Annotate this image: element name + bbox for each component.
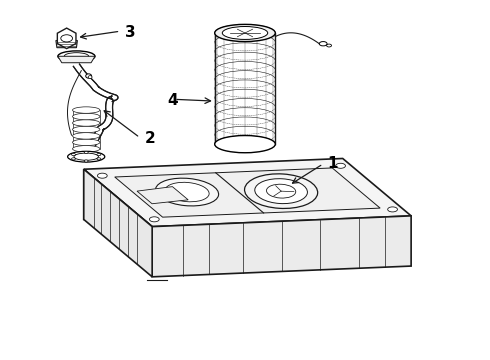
Ellipse shape [84, 151, 88, 153]
Ellipse shape [61, 35, 73, 42]
Ellipse shape [319, 41, 327, 46]
Ellipse shape [72, 153, 75, 156]
Ellipse shape [267, 184, 296, 198]
Ellipse shape [73, 133, 100, 139]
Text: 2: 2 [145, 131, 156, 146]
Ellipse shape [97, 158, 101, 160]
Ellipse shape [255, 179, 307, 204]
Ellipse shape [74, 153, 98, 160]
Ellipse shape [58, 51, 95, 62]
Text: 3: 3 [125, 25, 136, 40]
Polygon shape [137, 186, 188, 204]
Polygon shape [84, 169, 152, 277]
Ellipse shape [327, 44, 331, 47]
Ellipse shape [88, 76, 92, 78]
Ellipse shape [73, 126, 100, 133]
Ellipse shape [155, 178, 219, 206]
Ellipse shape [64, 53, 89, 60]
Ellipse shape [73, 107, 100, 113]
Ellipse shape [86, 74, 92, 78]
Ellipse shape [73, 139, 100, 145]
Ellipse shape [149, 217, 159, 222]
Ellipse shape [98, 173, 107, 178]
Polygon shape [115, 168, 380, 217]
Ellipse shape [84, 160, 88, 162]
Polygon shape [56, 41, 77, 48]
Ellipse shape [73, 120, 100, 126]
Ellipse shape [97, 153, 101, 156]
Polygon shape [57, 28, 76, 49]
Ellipse shape [388, 207, 397, 212]
Ellipse shape [165, 182, 209, 202]
Polygon shape [152, 216, 411, 277]
Ellipse shape [215, 135, 275, 153]
Text: 4: 4 [167, 93, 177, 108]
Ellipse shape [72, 158, 75, 160]
Polygon shape [84, 169, 152, 226]
Polygon shape [58, 56, 95, 63]
Ellipse shape [222, 27, 268, 40]
Ellipse shape [215, 24, 275, 41]
Ellipse shape [73, 113, 100, 120]
Ellipse shape [68, 151, 105, 162]
Ellipse shape [73, 145, 100, 152]
Polygon shape [84, 158, 411, 226]
Text: 1: 1 [327, 156, 338, 171]
Ellipse shape [336, 163, 345, 168]
Ellipse shape [245, 174, 318, 208]
